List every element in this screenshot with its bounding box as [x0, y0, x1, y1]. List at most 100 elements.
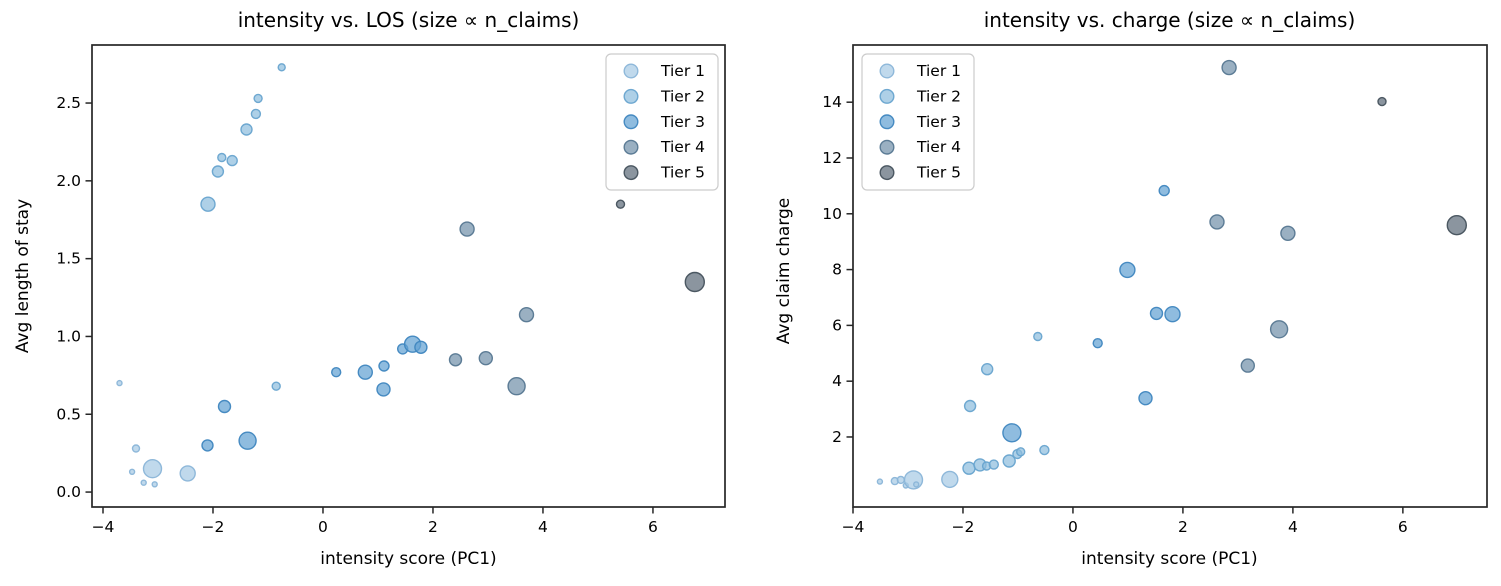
x-tick-label: 4 — [1288, 518, 1298, 536]
data-point-tier-4 — [1280, 225, 1296, 242]
data-point-tier-3 — [1002, 423, 1022, 443]
y-tick-label: 8 — [832, 261, 842, 279]
data-point-tier-5 — [1377, 96, 1387, 107]
data-point-tier-1 — [903, 470, 924, 490]
right-y-axis-label: Avg claim charge — [774, 197, 794, 345]
data-point-tier-4 — [518, 307, 535, 323]
data-point-tier-3 — [331, 367, 342, 378]
data-point-tier-4 — [448, 353, 463, 367]
data-point-tier-1 — [116, 379, 123, 387]
data-point-tier-2 — [1016, 447, 1026, 457]
legend-marker-tier-4 — [879, 139, 895, 155]
y-tick-label: 1.0 — [56, 327, 81, 345]
legend-label: Tier 4 — [660, 138, 705, 156]
y-tick-label: 2.5 — [56, 94, 81, 112]
y-tick-label: 2 — [832, 428, 842, 446]
data-point-tier-2 — [217, 152, 227, 163]
legend-label: Tier 4 — [916, 138, 961, 156]
legend-marker-tier-1 — [623, 63, 639, 79]
data-point-tier-1 — [131, 444, 141, 453]
legend-label: Tier 5 — [916, 164, 961, 182]
left-x-axis-label: intensity score (PC1) — [320, 549, 497, 569]
data-point-tier-5 — [684, 271, 705, 293]
data-point-tier-3 — [1119, 261, 1136, 279]
data-point-tier-3 — [1158, 184, 1170, 197]
x-tick-label: 0 — [1068, 518, 1078, 536]
x-tick-label: 6 — [648, 518, 658, 536]
data-point-tier-4 — [507, 377, 526, 396]
legend-label: Tier 2 — [916, 87, 961, 105]
data-point-tier-1 — [179, 465, 196, 482]
data-point-tier-3 — [1149, 306, 1164, 321]
data-point-tier-1 — [151, 481, 158, 488]
y-tick-label: 14 — [822, 93, 842, 111]
x-tick-label: −2 — [952, 518, 975, 536]
x-tick-label: 2 — [428, 518, 438, 536]
right-plot-title: intensity vs. charge (size ∝ n_claims) — [983, 8, 1356, 32]
legend-marker-tier-5 — [623, 165, 639, 181]
right-x-axis-label: intensity score (PC1) — [1081, 549, 1258, 569]
data-point-tier-3 — [1164, 306, 1181, 323]
legend-marker-tier-1 — [879, 63, 895, 79]
legend-marker-tier-5 — [879, 165, 895, 181]
data-point-tier-4 — [1209, 214, 1225, 230]
data-point-tier-2 — [963, 399, 977, 413]
data-point-tier-1 — [128, 468, 136, 475]
legend-label: Tier 5 — [660, 164, 705, 182]
x-tick-label: −4 — [842, 518, 865, 536]
data-point-tier-4 — [1240, 358, 1256, 373]
legend-label: Tier 3 — [916, 113, 961, 131]
data-point-tier-2 — [250, 108, 262, 120]
x-tick-label: −2 — [202, 518, 225, 536]
data-point-tier-2 — [277, 63, 286, 72]
y-tick-label: 0.0 — [56, 483, 81, 501]
legend-box — [861, 53, 975, 191]
legend-label: Tier 1 — [916, 62, 961, 80]
legend-marker-tier-2 — [879, 88, 895, 104]
data-point-tier-1 — [896, 475, 905, 485]
legend-label: Tier 3 — [660, 113, 705, 131]
x-tick-label: 4 — [538, 518, 548, 536]
data-point-tier-1 — [941, 470, 959, 489]
data-point-tier-3 — [1138, 391, 1153, 406]
y-tick-label: 2.0 — [56, 172, 81, 190]
x-tick-label: −4 — [92, 518, 115, 536]
data-point-tier-3 — [238, 431, 257, 450]
data-point-tier-4 — [459, 221, 475, 237]
x-tick-label: 0 — [318, 518, 328, 536]
data-point-tier-2 — [1039, 444, 1050, 456]
y-tick-label: 10 — [822, 205, 842, 223]
data-point-tier-2 — [200, 196, 216, 212]
y-tick-label: 1.5 — [56, 250, 81, 268]
data-point-tier-2 — [253, 93, 263, 104]
data-point-tier-3 — [414, 340, 428, 354]
data-point-tier-1 — [140, 479, 147, 486]
data-point-tier-3 — [378, 360, 390, 372]
y-tick-label: 0.5 — [56, 405, 81, 423]
data-point-tier-4 — [1221, 59, 1237, 76]
axes-frame — [852, 44, 1488, 508]
data-point-tier-1 — [913, 481, 920, 488]
x-tick-label: 6 — [1398, 518, 1408, 536]
legend-marker-tier-4 — [623, 139, 639, 155]
data-point-tier-2 — [240, 123, 253, 136]
data-point-tier-5 — [1446, 214, 1468, 236]
data-point-tier-4 — [478, 351, 493, 366]
legend-box — [605, 53, 719, 191]
data-point-tier-3 — [357, 364, 373, 380]
data-point-tier-2 — [981, 363, 994, 376]
data-point-tier-3 — [201, 439, 214, 452]
data-point-tier-1 — [142, 459, 163, 479]
data-point-tier-4 — [1269, 320, 1289, 339]
legend-marker-tier-3 — [623, 114, 639, 130]
data-point-tier-3 — [217, 399, 232, 414]
y-tick-label: 4 — [832, 372, 842, 390]
data-point-tier-3 — [1092, 338, 1103, 349]
x-tick-label: 2 — [1178, 518, 1188, 536]
data-point-tier-2 — [1002, 454, 1016, 468]
data-point-tier-2 — [1033, 331, 1043, 342]
data-point-tier-5 — [615, 199, 626, 209]
data-point-tier-2 — [211, 165, 225, 178]
